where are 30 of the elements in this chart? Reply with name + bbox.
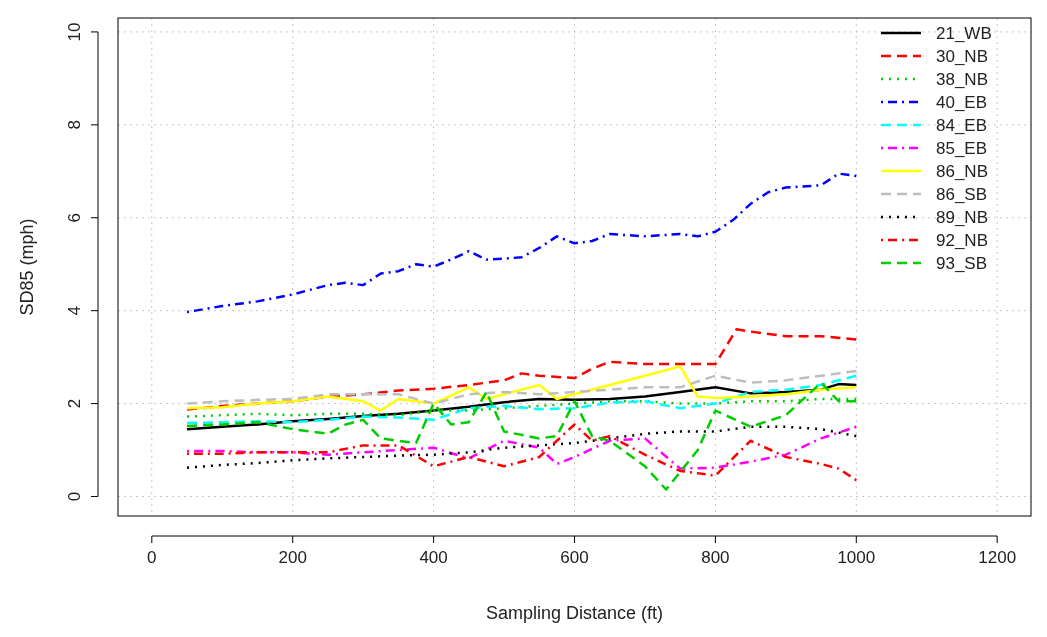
legend-label: 84_EB <box>936 116 988 135</box>
x-axis-title: Sampling Distance (ft) <box>485 603 664 623</box>
line-series <box>185 328 858 411</box>
y-axis-title: SD85 (mph) <box>17 218 37 316</box>
line-series <box>185 423 858 482</box>
x-tick-label: 600 <box>560 548 589 567</box>
legend-label: 92_NB <box>936 231 988 250</box>
x-tick-label: 400 <box>419 548 448 567</box>
x-tick-label: 800 <box>701 548 730 567</box>
legend-label: 85_EB <box>936 139 988 158</box>
y-tick-label: 10 <box>65 22 84 42</box>
legend-label: 38_NB <box>936 70 988 89</box>
line-series <box>185 365 858 412</box>
y-tick-label: 4 <box>65 305 84 316</box>
x-tick-label: 0 <box>147 548 157 567</box>
legend-label: 89_NB <box>936 208 988 227</box>
x-tick-label: 1200 <box>978 548 1017 567</box>
legend-label: 86_NB <box>936 162 988 181</box>
y-tick-label: 2 <box>65 398 84 409</box>
legend-label: 40_EB <box>936 93 988 112</box>
line-series <box>185 172 858 314</box>
x-tick-label: 1000 <box>837 548 876 567</box>
x-tick-label: 200 <box>278 548 307 567</box>
legend-label: 86_SB <box>936 185 988 204</box>
y-tick-label: 6 <box>65 213 84 223</box>
y-tick-label: 8 <box>65 120 84 130</box>
y-tick-label: 0 <box>65 491 84 502</box>
legend-label: 93_SB <box>936 254 988 273</box>
legend-label: 30_NB <box>936 47 988 66</box>
legend-label: 21_WB <box>936 24 992 43</box>
